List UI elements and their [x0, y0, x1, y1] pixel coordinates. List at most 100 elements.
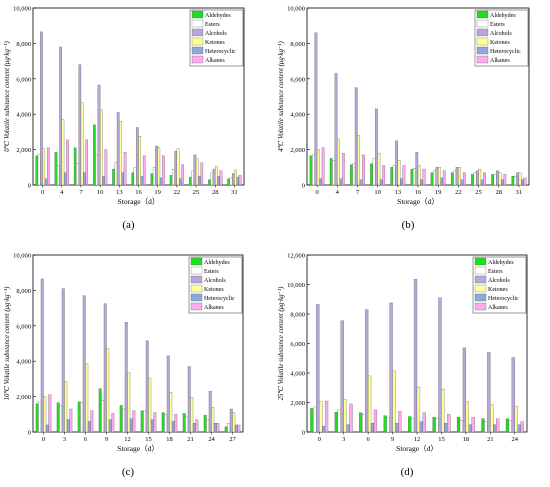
bar-alcohols: [354, 87, 358, 186]
bar-alkanes: [181, 164, 184, 186]
legend-label: Alcohols: [488, 278, 510, 284]
bar-esters: [80, 402, 84, 433]
bar-alkanes: [200, 162, 204, 186]
x-tick-label: 31: [231, 189, 238, 196]
panel-label: (b): [402, 219, 415, 231]
bar-ketones: [416, 386, 421, 433]
bar-alcohols: [124, 322, 128, 433]
bar-aldehydes: [169, 175, 173, 186]
bar-heterocyclic: [217, 175, 220, 186]
y-tick-label: 0: [28, 430, 31, 437]
bar-alcohols: [61, 288, 65, 433]
bar-alcohols: [103, 303, 107, 433]
bar-ketones: [357, 135, 361, 186]
bar-ketones: [232, 412, 236, 433]
bar-alkanes: [398, 411, 402, 433]
bar-aldehydes: [432, 417, 436, 433]
bar-ketones: [138, 136, 141, 186]
bar-ketones: [514, 406, 518, 433]
bar-alkanes: [373, 409, 378, 433]
bar-ketones: [417, 165, 421, 186]
bar-ketones: [498, 172, 502, 186]
bar-heterocyclic: [419, 421, 424, 433]
bar-esters: [508, 420, 512, 433]
y-tick-label: 4,000: [16, 359, 31, 366]
x-tick-label: 12: [124, 436, 131, 443]
bar-heterocyclic: [339, 178, 343, 186]
bar-aldehydes: [188, 176, 192, 186]
bar-ketones: [319, 401, 323, 433]
bar-alkanes: [324, 400, 329, 433]
bar-esters: [352, 163, 356, 186]
bar-aldehydes: [329, 158, 333, 186]
x-tick-label: 0: [42, 436, 45, 443]
bar-alcohols: [116, 112, 120, 186]
legend-swatch: [476, 28, 489, 37]
bar-heterocyclic: [66, 419, 70, 433]
bar-alcohols: [389, 302, 393, 433]
bar-alcohols: [155, 145, 158, 186]
y-tick-label: 10,000: [13, 6, 31, 13]
bar-heterocyclic: [420, 179, 423, 186]
bar-ketones: [397, 160, 401, 186]
bar-heterocyclic: [480, 179, 484, 186]
legend-label: Alkanes: [205, 58, 225, 64]
y-tick-label: 0: [28, 183, 31, 190]
bar-heterocyclic: [440, 177, 444, 186]
bar-alkanes: [104, 149, 108, 186]
legend-swatch: [474, 293, 487, 302]
bar-esters: [57, 165, 60, 186]
bar-alcohols: [97, 84, 101, 186]
bar-aldehydes: [430, 172, 434, 186]
x-tick-label: 28: [212, 189, 219, 196]
legend-swatch: [190, 284, 203, 293]
legend-label: Alkanes: [490, 58, 510, 64]
legend-swatch: [476, 46, 489, 55]
bar-heterocyclic: [108, 419, 112, 433]
bar-alcohols: [375, 108, 378, 186]
y-tick-label: 2,000: [16, 147, 31, 154]
bar-aldehydes: [383, 415, 387, 433]
bar-ketones: [42, 148, 46, 186]
legend-label: Aldehydes: [205, 13, 231, 19]
x-tick-label: 0: [315, 189, 318, 196]
bar-ketones: [195, 158, 199, 186]
y-tick-label: 4,000: [16, 112, 31, 119]
bar-alcohols: [59, 46, 62, 186]
bar-alcohols: [475, 170, 479, 186]
legend-label: Ketones: [205, 40, 225, 46]
bar-heterocyclic: [359, 179, 363, 186]
bar-esters: [386, 417, 390, 433]
bar-aldehydes: [182, 413, 186, 433]
bar-heterocyclic: [517, 424, 521, 433]
bar-alkanes: [523, 177, 527, 186]
bar-aldehydes: [208, 179, 211, 186]
bar-alkanes: [123, 152, 127, 186]
y-tick-label: 10,000: [287, 282, 305, 289]
bar-esters: [191, 170, 194, 186]
bar-heterocyclic: [322, 425, 326, 433]
bar-esters: [362, 414, 366, 433]
legend-label: Alkanes: [488, 305, 508, 311]
bar-alcohols: [40, 278, 44, 433]
x-tick-label: 4: [60, 189, 64, 196]
bar-aldehydes: [310, 408, 314, 433]
bar-ketones: [343, 399, 347, 433]
bar-ketones: [392, 370, 396, 433]
bar-ketones: [119, 121, 122, 186]
legend-label: Heterocyclic: [488, 296, 519, 302]
bar-alcohols: [208, 391, 212, 433]
legend-label: Esters: [205, 22, 220, 28]
bar-alkanes: [238, 175, 242, 186]
bar-esters: [172, 168, 175, 186]
bar-alcohols: [314, 32, 318, 186]
y-tick-label: 6,000: [16, 323, 31, 330]
bar-alkanes: [463, 172, 466, 186]
bar-esters: [229, 177, 233, 186]
y-tick-label: 8,000: [16, 41, 31, 48]
legend-label: Aldehydes: [488, 260, 514, 266]
x-tick-label: 19: [435, 189, 442, 196]
bar-aldehydes: [334, 411, 338, 433]
bar-alkanes: [471, 417, 475, 433]
x-tick-label: 3: [63, 436, 66, 443]
